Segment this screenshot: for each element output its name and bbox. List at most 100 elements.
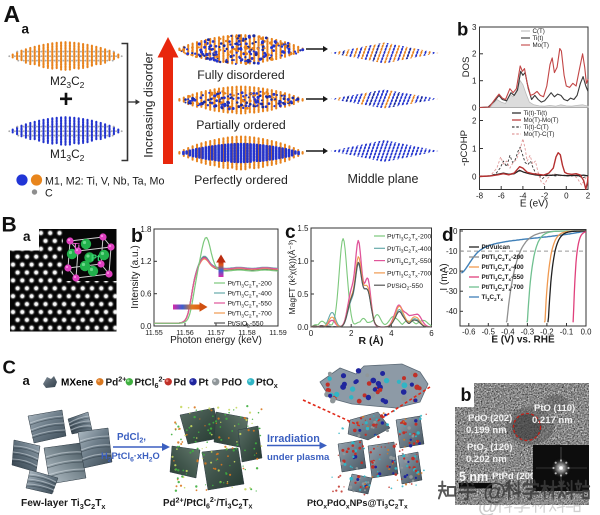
svg-text:M23C2: M23C2 — [50, 74, 85, 90]
svg-text:b: b — [457, 18, 468, 39]
svg-text:0.0: 0.0 — [581, 328, 593, 337]
svg-text:I (mA): I (mA) — [439, 263, 450, 290]
svg-text:c: c — [285, 222, 296, 243]
svg-text:1: 1 — [472, 144, 477, 153]
svg-text:Mo(T): Mo(T) — [533, 42, 550, 49]
svg-text:-0.6: -0.6 — [462, 328, 475, 337]
svg-text:a: a — [23, 229, 31, 244]
svg-text:Pt/Ti3C2Tx-400: Pt/Ti3C2Tx-400 — [387, 246, 432, 255]
svg-text:MagFT (k²χ(k))(Å⁻³): MagFT (k²χ(k))(Å⁻³) — [287, 239, 297, 314]
svg-text:11.59: 11.59 — [269, 328, 286, 337]
svg-text:0: 0 — [472, 103, 477, 112]
svg-text:Pt: Pt — [199, 378, 210, 389]
svg-text:PtO2 (120): PtO2 (120) — [467, 442, 513, 455]
svg-text:Ti3C2Tx: Ti3C2Tx — [482, 294, 504, 302]
svg-text:11.55: 11.55 — [145, 328, 162, 337]
svg-text:Pt/Ti3C2Tx-200: Pt/Ti3C2Tx-200 — [387, 234, 432, 243]
svg-text:Fully disordered: Fully disordered — [197, 68, 285, 82]
svg-text:Pt/Ti3C2Tx-550: Pt/Ti3C2Tx-550 — [482, 274, 525, 282]
svg-text:Middle plane: Middle plane — [348, 172, 419, 186]
svg-text:-0.4: -0.4 — [501, 328, 515, 337]
svg-text:PtO (110): PtO (110) — [534, 403, 575, 414]
svg-text:-6: -6 — [498, 192, 506, 201]
svg-text:2: 2 — [472, 50, 477, 59]
svg-text:0: 0 — [472, 172, 477, 181]
svg-text:PdO: PdO — [222, 378, 243, 389]
svg-text:PdO (202): PdO (202) — [468, 413, 512, 424]
svg-text:-8: -8 — [476, 192, 484, 201]
svg-text:Pt/Ti3C2Tx-200: Pt/Ti3C2Tx-200 — [482, 254, 525, 262]
svg-text:Pt/Ti3C2Tx-400: Pt/Ti3C2Tx-400 — [482, 264, 525, 272]
svg-text:a: a — [22, 22, 30, 37]
svg-text:1.8: 1.8 — [140, 225, 152, 234]
svg-text:b: b — [131, 225, 143, 247]
svg-text:-4: -4 — [519, 192, 527, 201]
svg-text:-0.3: -0.3 — [521, 328, 534, 337]
svg-text:-0.1: -0.1 — [560, 328, 573, 337]
svg-text:Intensity (a.u.): Intensity (a.u.) — [130, 245, 141, 308]
svg-text:C(T): C(T) — [533, 28, 545, 35]
svg-text:Increasing disorder: Increasing disorder — [142, 52, 156, 157]
svg-text:PtOx: PtOx — [256, 378, 278, 391]
svg-text:0.202 nm: 0.202 nm — [466, 454, 507, 465]
svg-text:d: d — [442, 225, 454, 246]
svg-text:0.0: 0.0 — [140, 322, 152, 331]
svg-text:0: 0 — [453, 227, 458, 236]
svg-text:E (V) vs. RHE: E (V) vs. RHE — [491, 335, 555, 346]
svg-text:Ti: Ti — [73, 242, 80, 251]
svg-text:1.2: 1.2 — [140, 257, 152, 266]
svg-text:M13C2: M13C2 — [50, 147, 85, 163]
svg-text:Pt/SiO2-550: Pt/SiO2-550 — [228, 321, 264, 330]
svg-text:Pt/Ti3C2Tx-700: Pt/Ti3C2Tx-700 — [387, 271, 432, 280]
svg-text:Perfectly ordered: Perfectly ordered — [194, 173, 288, 187]
svg-text:0: 0 — [564, 192, 569, 201]
svg-text:2: 2 — [349, 329, 354, 338]
svg-text:A: A — [4, 1, 21, 27]
svg-text:1.5: 1.5 — [297, 224, 309, 233]
svg-text:0.199 nm: 0.199 nm — [466, 425, 507, 436]
svg-text:0.6: 0.6 — [140, 290, 152, 299]
svg-text:-20: -20 — [446, 267, 458, 276]
svg-text:Pt/Ti3C2Tx-550: Pt/Ti3C2Tx-550 — [387, 258, 432, 267]
svg-text:Few-layer Ti3C2Tx: Few-layer Ti3C2Tx — [21, 498, 105, 511]
svg-text:Pt/Ti3C2Tx-200: Pt/Ti3C2Tx-200 — [228, 281, 273, 290]
svg-text:under plasma: under plasma — [267, 452, 330, 463]
svg-text:2: 2 — [586, 192, 591, 201]
svg-text:0.0: 0.0 — [297, 323, 309, 332]
svg-text:+: + — [59, 86, 73, 113]
svg-text:Pt/SiO2-550: Pt/SiO2-550 — [387, 283, 423, 292]
svg-text:Partially ordered: Partially ordered — [196, 118, 286, 132]
svg-text:B: B — [2, 214, 17, 237]
svg-text:R (Å): R (Å) — [358, 334, 383, 347]
svg-text:a: a — [23, 373, 31, 388]
svg-text:MXene: MXene — [61, 378, 94, 389]
svg-text:Pd2+/PtCl62-/Ti3C2Tx: Pd2+/PtCl62-/Ti3C2Tx — [163, 496, 252, 510]
svg-text:-10: -10 — [446, 247, 458, 256]
svg-text:1: 1 — [472, 77, 477, 86]
svg-text:2: 2 — [472, 116, 477, 125]
svg-text:Pd2+: Pd2+ — [106, 375, 127, 389]
svg-text:Pt: Pt — [91, 253, 100, 263]
svg-text:3: 3 — [472, 23, 477, 32]
svg-text:0.5: 0.5 — [297, 290, 309, 299]
svg-text:C: C — [3, 357, 16, 378]
svg-text:1.0: 1.0 — [297, 257, 309, 266]
svg-text:11.58: 11.58 — [238, 328, 255, 337]
svg-text:Ti(t)-Ti(t): Ti(t)-Ti(t) — [524, 110, 548, 117]
svg-text:-0.5: -0.5 — [482, 328, 496, 337]
svg-text:-2: -2 — [541, 192, 549, 201]
svg-text:Photon energy (keV): Photon energy (keV) — [170, 335, 262, 346]
svg-text:0.217 nm: 0.217 nm — [532, 415, 573, 426]
svg-text:H2PtCl6·xH2O: H2PtCl6·xH2O — [101, 451, 160, 464]
svg-text:Pt/Vulcan: Pt/Vulcan — [482, 244, 511, 251]
svg-text:Pt/Ti3C2Tx-400: Pt/Ti3C2Tx-400 — [228, 291, 273, 300]
svg-text:Ti(t)-C(T): Ti(t)-C(T) — [524, 124, 549, 131]
svg-text:-pCOHP: -pCOHP — [459, 130, 470, 166]
svg-text:Pt/Ti3C2Tx-550: Pt/Ti3C2Tx-550 — [228, 301, 273, 310]
svg-text:@: @ — [483, 479, 506, 506]
svg-text:Irradiation: Irradiation — [267, 433, 320, 445]
svg-text:0: 0 — [309, 329, 314, 338]
svg-text:-40: -40 — [446, 307, 458, 316]
svg-text:4: 4 — [389, 329, 394, 338]
svg-text:@: @ — [478, 496, 498, 515]
